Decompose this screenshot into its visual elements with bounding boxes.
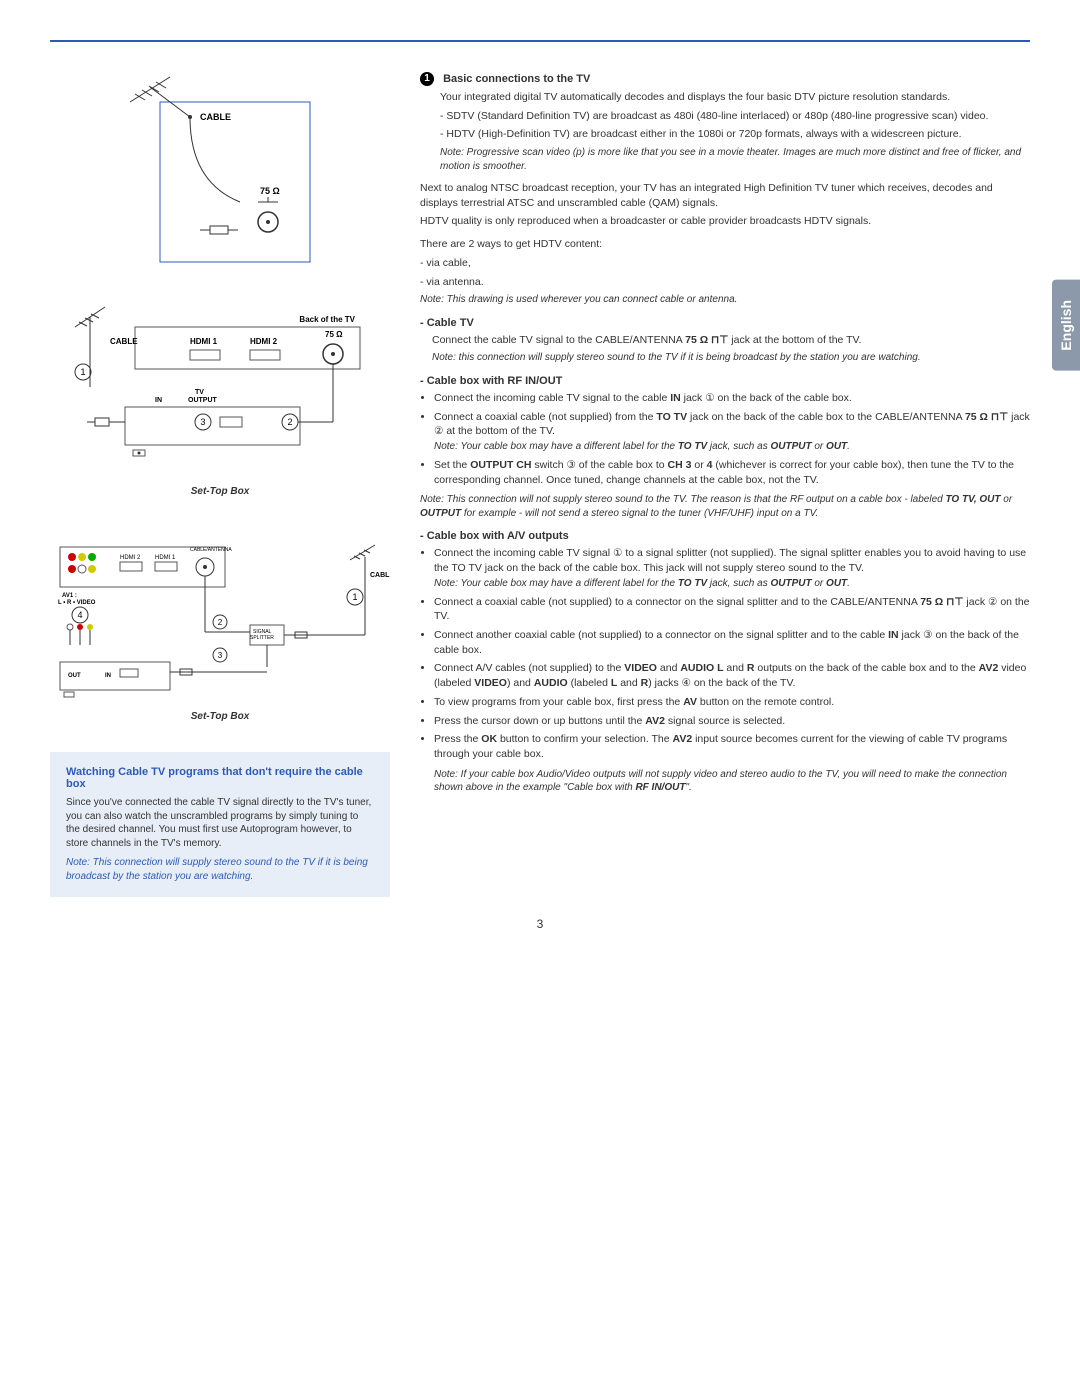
left-column: CABLE 75 Ω Back of the TV (50, 72, 390, 897)
svg-text:4: 4 (77, 610, 82, 620)
diagram-1: CABLE 75 Ω (50, 72, 390, 272)
callout-note: Note: This connection will supply stereo… (66, 856, 374, 883)
header-rule (50, 40, 1030, 42)
diagram-2-caption: Set-Top Box (50, 486, 390, 497)
svg-text:CABLE: CABLE (110, 337, 138, 346)
svg-text:HDMI 2: HDMI 2 (250, 337, 278, 346)
page-number: 3 (50, 917, 1030, 931)
p2b: HDTV quality is only reproduced when a b… (420, 214, 1030, 229)
av-b3: Connect another coaxial cable (not suppl… (434, 628, 1030, 657)
callout-title: Watching Cable TV programs that don't re… (66, 766, 374, 790)
av-bullets: Connect the incoming cable TV signal ① t… (420, 546, 1030, 761)
svg-text:OUT: OUT (68, 673, 81, 679)
svg-text:HDMI 2: HDMI 2 (120, 555, 141, 561)
av-b4: Connect A/V cables (not supplied) to the… (434, 661, 1030, 690)
heading-rf: - Cable box with RF IN/OUT (420, 375, 1030, 387)
note-progressive: Note: Progressive scan video (p) is more… (440, 146, 1030, 173)
svg-text:2: 2 (218, 618, 223, 627)
diagram-3: HDMI 2 HDMI 1 CABLE/ANTENNA CABLE 1 AV1 … (50, 537, 390, 722)
av-b2: Connect a coaxial cable (not supplied) t… (434, 595, 1030, 624)
svg-text:SIGNALSPLITTER: SIGNALSPLITTER (250, 629, 274, 641)
rf-note: Note: This connection will not supply st… (420, 493, 1030, 520)
svg-text:HDMI 1: HDMI 1 (155, 555, 176, 561)
cabletv-body: Connect the cable TV signal to the CABLE… (432, 333, 1030, 348)
diagram-2: Back of the TV CABLE HDMI 1 HDMI 2 75 Ω (50, 302, 390, 497)
heading-av: - Cable box with A/V outputs (420, 530, 1030, 542)
right-column: 1 Basic connections to the TV Your integ… (420, 72, 1030, 897)
cabletv-note: Note: this connection will supply stereo… (432, 351, 1030, 365)
svg-text:CABLE: CABLE (370, 572, 390, 579)
svg-text:TVOUTPUT: TVOUTPUT (188, 389, 218, 404)
heading-cabletv: - Cable TV (420, 317, 1030, 329)
intro-pt1: - SDTV (Standard Definition TV) are broa… (440, 109, 1030, 124)
av-b7: Press the OK button to confirm your sele… (434, 732, 1030, 761)
intro-pt2: - HDTV (High-Definition TV) are broadcas… (440, 127, 1030, 142)
svg-text:HDMI 1: HDMI 1 (190, 337, 218, 346)
rf-bullets: Connect the incoming cable TV signal to … (420, 391, 1030, 487)
av-note: Note: If your cable box Audio/Video outp… (434, 768, 1030, 795)
svg-text:75 Ω: 75 Ω (325, 330, 343, 339)
svg-text:2: 2 (287, 417, 292, 427)
svg-text:3: 3 (200, 417, 205, 427)
rf-b2: Connect a coaxial cable (not supplied) f… (434, 410, 1030, 454)
intro-text: Your integrated digital TV automatically… (440, 90, 1030, 105)
rf-b3: Set the OUTPUT CH switch ③ of the cable … (434, 458, 1030, 487)
svg-text:Back of the TV: Back of the TV (299, 315, 355, 324)
page-columns: CABLE 75 Ω Back of the TV (50, 72, 1030, 897)
svg-text:IN: IN (105, 673, 111, 679)
rf-b1: Connect the incoming cable TV signal to … (434, 391, 1030, 406)
svg-text:AV1 :L • R • VIDEO: AV1 :L • R • VIDEO (58, 593, 96, 606)
note-drawing: Note: This drawing is used wherever you … (420, 293, 1030, 307)
svg-text:CABLE/ANTENNA: CABLE/ANTENNA (190, 547, 232, 553)
section-title: Basic connections to the TV (443, 73, 590, 85)
av-b1: Connect the incoming cable TV signal ① t… (434, 546, 1030, 590)
svg-text:3: 3 (218, 651, 223, 660)
section-number-icon: 1 (420, 72, 434, 86)
way1: - via cable, (420, 256, 1030, 271)
svg-text:CABLE: CABLE (200, 112, 231, 122)
av-b5: To view programs from your cable box, fi… (434, 695, 1030, 710)
svg-text:IN: IN (155, 397, 162, 404)
svg-text:1: 1 (80, 367, 85, 377)
section-header: 1 Basic connections to the TV (420, 72, 1030, 86)
p2a: Next to analog NTSC broadcast reception,… (420, 181, 1030, 210)
diagram-3-caption: Set-Top Box (50, 711, 390, 722)
language-tab: English (1052, 280, 1080, 371)
ways-intro: There are 2 ways to get HDTV content: (420, 237, 1030, 252)
av-b6: Press the cursor down or up buttons unti… (434, 714, 1030, 729)
way2: - via antenna. (420, 275, 1030, 290)
svg-text:75 Ω: 75 Ω (260, 186, 280, 196)
callout-body: Since you've connected the cable TV sign… (66, 796, 374, 850)
callout-box: Watching Cable TV programs that don't re… (50, 752, 390, 897)
svg-text:1: 1 (352, 592, 357, 602)
